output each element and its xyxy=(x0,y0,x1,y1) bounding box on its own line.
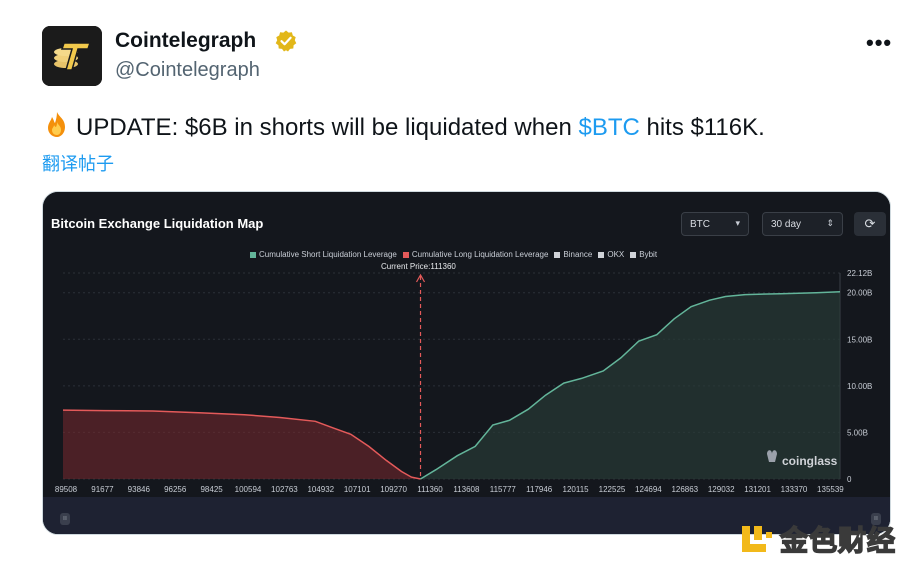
more-options-button[interactable]: ••• xyxy=(866,30,893,55)
current-price-arrow xyxy=(415,273,426,283)
legend-item[interactable]: Binance xyxy=(554,250,592,259)
x-tick-label: 104932 xyxy=(307,485,334,494)
x-tick-label: 100594 xyxy=(235,485,262,494)
short-liquidation-series-area xyxy=(420,291,840,479)
legend-label: Bybit xyxy=(639,250,658,259)
y-tick-label: 15.00B xyxy=(847,335,872,344)
author-handle[interactable]: @Cointelegraph xyxy=(115,59,260,81)
x-tick-label: 131201 xyxy=(744,485,771,494)
cointelegraph-logo-icon xyxy=(42,26,102,86)
watermark-text: 金色财经 xyxy=(779,524,897,557)
coinglass-brand: coinglass xyxy=(782,454,838,468)
x-tick-label: 115777 xyxy=(490,485,517,494)
legend-label: Cumulative Short Liquidation Leverage xyxy=(259,250,397,259)
verified-badge-icon xyxy=(275,30,297,52)
tweet-text: UPDATE: $6B in shorts will be liquidated… xyxy=(42,110,765,142)
fire-icon xyxy=(48,112,65,137)
legend-swatch xyxy=(250,251,256,258)
coin-select-value: BTC xyxy=(690,219,710,230)
chart-title: Bitcoin Exchange Liquidation Map xyxy=(51,216,264,231)
cashtag-link[interactable]: $BTC xyxy=(578,114,640,141)
coin-select[interactable]: BTC ▾ xyxy=(681,212,749,236)
long-liquidation-series-line xyxy=(62,409,421,480)
x-tick-label: 129032 xyxy=(708,485,735,494)
legend-swatch xyxy=(630,251,637,258)
x-tick-label: 133370 xyxy=(781,485,808,494)
legend-swatch xyxy=(598,251,605,258)
x-tick-label: 107101 xyxy=(344,485,371,494)
legend-item[interactable]: Cumulative Short Liquidation Leverage xyxy=(250,250,397,259)
short-liquidation-series-line xyxy=(420,291,841,480)
x-tick-label: 124694 xyxy=(635,485,662,494)
refresh-icon[interactable]: ⟳ xyxy=(854,212,886,236)
x-tick-label: 111360 xyxy=(417,485,443,494)
x-tick-label: 102763 xyxy=(271,485,298,494)
x-tick-label: 126863 xyxy=(671,485,698,494)
tweet-text-after: hits $116K. xyxy=(639,114,765,141)
x-tick-label: 120115 xyxy=(563,485,590,494)
x-tick-label: 117946 xyxy=(526,485,553,494)
coinglass-logo-icon xyxy=(767,450,777,462)
current-price-label: Current Price:111360 xyxy=(381,262,456,271)
y-tick-label: 0 xyxy=(847,475,852,484)
range-select-value: 30 day xyxy=(771,219,802,230)
chevron-down-icon: ▾ xyxy=(735,218,740,228)
x-tick-label: 93846 xyxy=(128,485,151,494)
range-handle-right[interactable]: ıı xyxy=(871,513,881,525)
y-tick-label: 5.00B xyxy=(847,428,868,437)
jinse-logo-icon xyxy=(742,526,772,552)
author-name[interactable]: Cointelegraph xyxy=(115,29,257,52)
watermark: 金色财经 xyxy=(740,519,896,559)
chart-image[interactable]: Bitcoin Exchange Liquidation Map BTC ▾ 3… xyxy=(42,191,891,535)
x-tick-label: 98425 xyxy=(200,485,223,494)
y-tick-label: 10.00B xyxy=(847,382,872,391)
legend-label: Binance xyxy=(563,250,593,259)
legend-label: OKX xyxy=(607,250,625,259)
legend-item[interactable]: Bybit xyxy=(630,250,657,259)
liquidation-chart: 22.12B 20.00B 15.00B 10.00B 5.00B 0 89508 91677… xyxy=(55,269,872,494)
translate-post-link[interactable]: 翻译帖子 xyxy=(42,154,114,174)
legend-item[interactable]: OKX xyxy=(598,250,624,259)
range-handle-left[interactable]: ıı xyxy=(60,513,70,525)
tweet-text-before: UPDATE: $6B in shorts will be liquidated… xyxy=(76,114,579,141)
avatar[interactable] xyxy=(42,26,102,86)
x-tick-label: 96256 xyxy=(164,485,187,494)
legend-swatch xyxy=(402,251,409,258)
legend-item[interactable]: Cumulative Long Liquidation Leverage xyxy=(402,250,549,259)
updown-chevron-icon: ⇕ xyxy=(826,218,834,228)
y-tick-label: 20.00B xyxy=(847,289,872,298)
x-tick-label: 109270 xyxy=(380,485,407,494)
chart-panel: Bitcoin Exchange Liquidation Map BTC ▾ 3… xyxy=(43,192,890,534)
x-tick-label: 91677 xyxy=(91,485,114,494)
x-tick-label: 89508 xyxy=(55,485,78,494)
x-tick-label: 113608 xyxy=(453,485,480,494)
x-tick-label: 135539 xyxy=(817,485,844,494)
x-tick-label: 122525 xyxy=(599,485,626,494)
legend-label: Cumulative Long Liquidation Leverage xyxy=(411,250,549,259)
legend-swatch xyxy=(554,251,561,258)
y-tick-label: 22.12B xyxy=(847,269,872,278)
chart-legend: Cumulative Short Liquidation Leverage Cum… xyxy=(250,250,657,259)
range-select[interactable]: 30 day ⇕ xyxy=(762,212,843,236)
